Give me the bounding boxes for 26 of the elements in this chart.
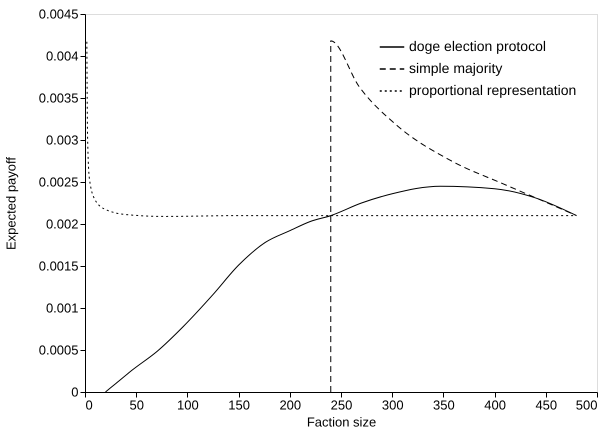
x-tick-label: 400 <box>484 398 506 412</box>
y-tick-label: 0.0015 <box>38 258 78 274</box>
y-axis-title: Expected payoff <box>4 156 19 250</box>
x-tick-label: 0 <box>86 398 93 412</box>
y-tick-label: 0.003 <box>46 132 78 148</box>
x-tick-label: 450 <box>535 398 558 412</box>
y-tick-label: 0.0025 <box>38 174 78 190</box>
legend-label: proportional representation <box>409 82 576 98</box>
x-tick-label: 300 <box>382 398 404 412</box>
x-tick-label: 500 <box>576 398 598 412</box>
legend-label: simple majority <box>409 60 502 76</box>
y-tick-label: 0 <box>71 384 78 400</box>
x-axis-title: Faction size <box>306 414 376 430</box>
y-tick-label: 0.0005 <box>38 342 78 358</box>
x-tick-label: 100 <box>177 398 199 412</box>
y-tick-label: 0.0045 <box>38 6 78 22</box>
x-tick-label: 200 <box>279 398 302 412</box>
y-tick-label: 0.004 <box>46 48 78 64</box>
x-tick-label: 250 <box>330 398 352 412</box>
y-tick-label: 0.001 <box>46 300 78 316</box>
x-tick-label: 50 <box>129 398 144 412</box>
x-tick-label: 150 <box>228 398 250 412</box>
y-tick-label: 0.0035 <box>38 90 78 106</box>
legend-label: doge election protocol <box>409 38 546 54</box>
x-tick-label: 350 <box>433 398 455 412</box>
y-tick-label: 0.002 <box>46 216 78 232</box>
